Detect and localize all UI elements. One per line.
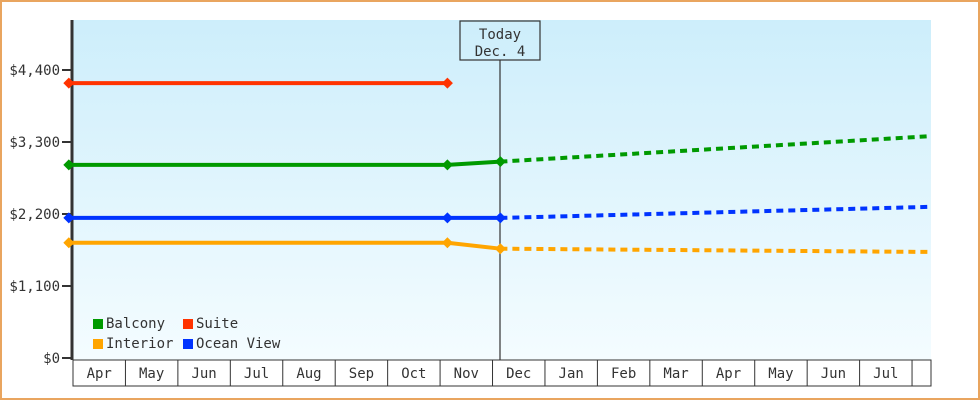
interior-legend-swatch (93, 339, 103, 349)
month-label: Mar (663, 366, 688, 382)
y-axis-label: $4,400 (9, 63, 60, 79)
data-point-interior (63, 237, 75, 249)
ocean-view-legend-swatch (183, 339, 193, 349)
month-label: May (768, 366, 793, 382)
data-point-interior (494, 243, 506, 255)
legend-item-interior: Interior (93, 334, 183, 354)
price-legend: Balcony Suite Interior Ocean View (93, 314, 280, 354)
month-label: Aug (296, 366, 321, 382)
today-label-line1: Today (479, 27, 521, 43)
interior-legend-label: Interior (106, 336, 174, 352)
month-label: Jul (873, 366, 898, 382)
plot-area (73, 20, 931, 360)
data-point-balcony (441, 159, 453, 171)
balcony-legend-label: Balcony (106, 316, 166, 332)
balcony-legend-swatch (93, 319, 103, 329)
data-point-suite (441, 77, 453, 89)
suite-legend-label: Suite (196, 316, 239, 332)
y-axis-label: $2,200 (9, 207, 60, 223)
legend-item-balcony: Balcony (93, 314, 183, 334)
month-label: Sep (349, 366, 374, 382)
data-point-balcony (494, 156, 506, 168)
legend-item-ocean-view: Ocean View (183, 334, 280, 354)
month-label: Jul (244, 366, 269, 382)
data-point-suite (63, 77, 75, 89)
today-label-line2: Dec. 4 (475, 44, 526, 60)
month-label: Apr (716, 366, 741, 382)
month-label: Oct (401, 366, 426, 382)
month-axis-row (72, 359, 932, 387)
month-label: Jun (821, 366, 846, 382)
data-point-ocean-view (441, 212, 453, 224)
data-point-ocean-view (494, 212, 506, 224)
month-label: Dec (506, 366, 531, 382)
data-point-interior (441, 237, 453, 249)
suite-legend-swatch (183, 319, 193, 329)
y-axis-label: $3,300 (9, 135, 60, 151)
month-label: Feb (611, 366, 636, 382)
generated-chart-layers: Apr May Jun Jul Aug Sep Oct Nov Dec Jan Feb Mar Apr M… (9, 20, 932, 387)
y-axis-label: $0 (43, 351, 60, 367)
month-label: Jan (559, 366, 584, 382)
month-label: Nov (454, 366, 479, 382)
today-label-box (459, 20, 541, 61)
month-label: Apr (87, 366, 112, 382)
data-point-balcony (63, 159, 75, 171)
data-point-ocean-view (63, 212, 75, 224)
legend-item-suite: Suite (183, 314, 280, 334)
month-label: Jun (191, 366, 216, 382)
ocean-view-legend-label: Ocean View (196, 336, 281, 352)
y-axis-label: $1,100 (9, 279, 60, 295)
month-label: May (139, 366, 164, 382)
y-axis (70, 20, 74, 360)
